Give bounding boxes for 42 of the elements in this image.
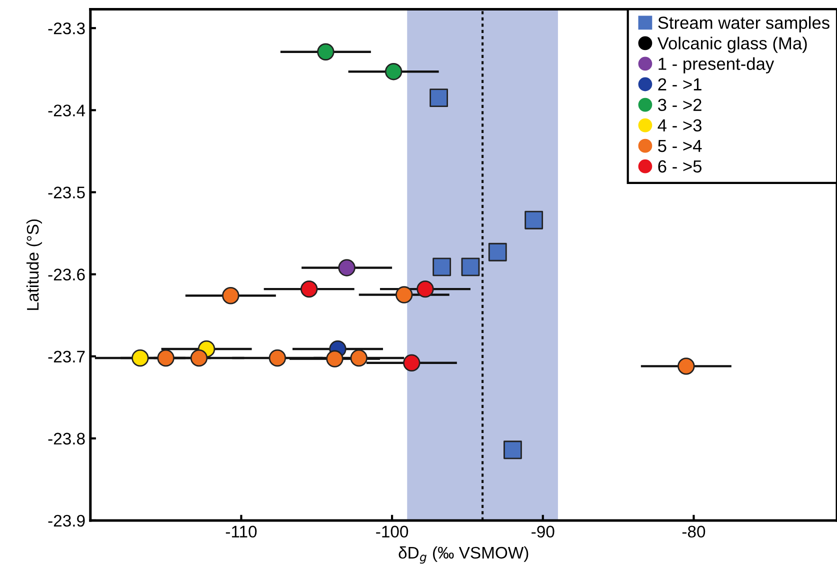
point [157,349,174,367]
point [524,210,544,230]
y-tick-label: -23.5 [48,186,85,198]
x-axis-title: δD$_{g}$ (‰ VSMOW) [398,546,528,564]
point [403,354,420,372]
point [384,62,402,80]
point [461,258,480,276]
point [317,43,334,61]
legend-label: Stream water samples [658,16,830,32]
legend-label: 3 - >2 [658,98,702,112]
legend-label: 1 - present-day [658,57,774,74]
point [300,280,318,298]
legend-label: Volcanic glass (Ma) [657,36,807,53]
legend-label: 2 - >1 [658,78,702,90]
x-tick-label: -80 [682,526,706,538]
x-tick-label: -100 [376,526,408,538]
point [396,286,413,304]
y-tick-label: -23.4 [48,104,86,116]
point [132,349,149,367]
legend-label: 6 - >5 [658,160,702,173]
point [416,280,434,298]
point [326,350,344,368]
point [350,349,368,367]
point [504,440,522,460]
legend-label: 5 - >4 [658,140,702,152]
point [432,258,452,276]
y-tick-label: -23.7 [48,350,85,363]
point [268,349,286,367]
x-tick-label: -110 [226,526,257,538]
legend-label: 4 - >3 [658,119,702,132]
y-tick-label: -23.6 [48,268,85,280]
x-tick-label: -90 [532,526,554,538]
y-tick-label: -23.3 [48,22,85,34]
point [488,242,507,262]
y-tick-label: -23.9 [48,514,85,527]
point [222,287,240,304]
point [338,259,356,276]
y-axis-title: Latitude (°S) [26,219,42,310]
point [678,358,695,375]
point [190,349,208,367]
y-tick-label: -23.8 [48,432,85,445]
point [430,88,448,108]
